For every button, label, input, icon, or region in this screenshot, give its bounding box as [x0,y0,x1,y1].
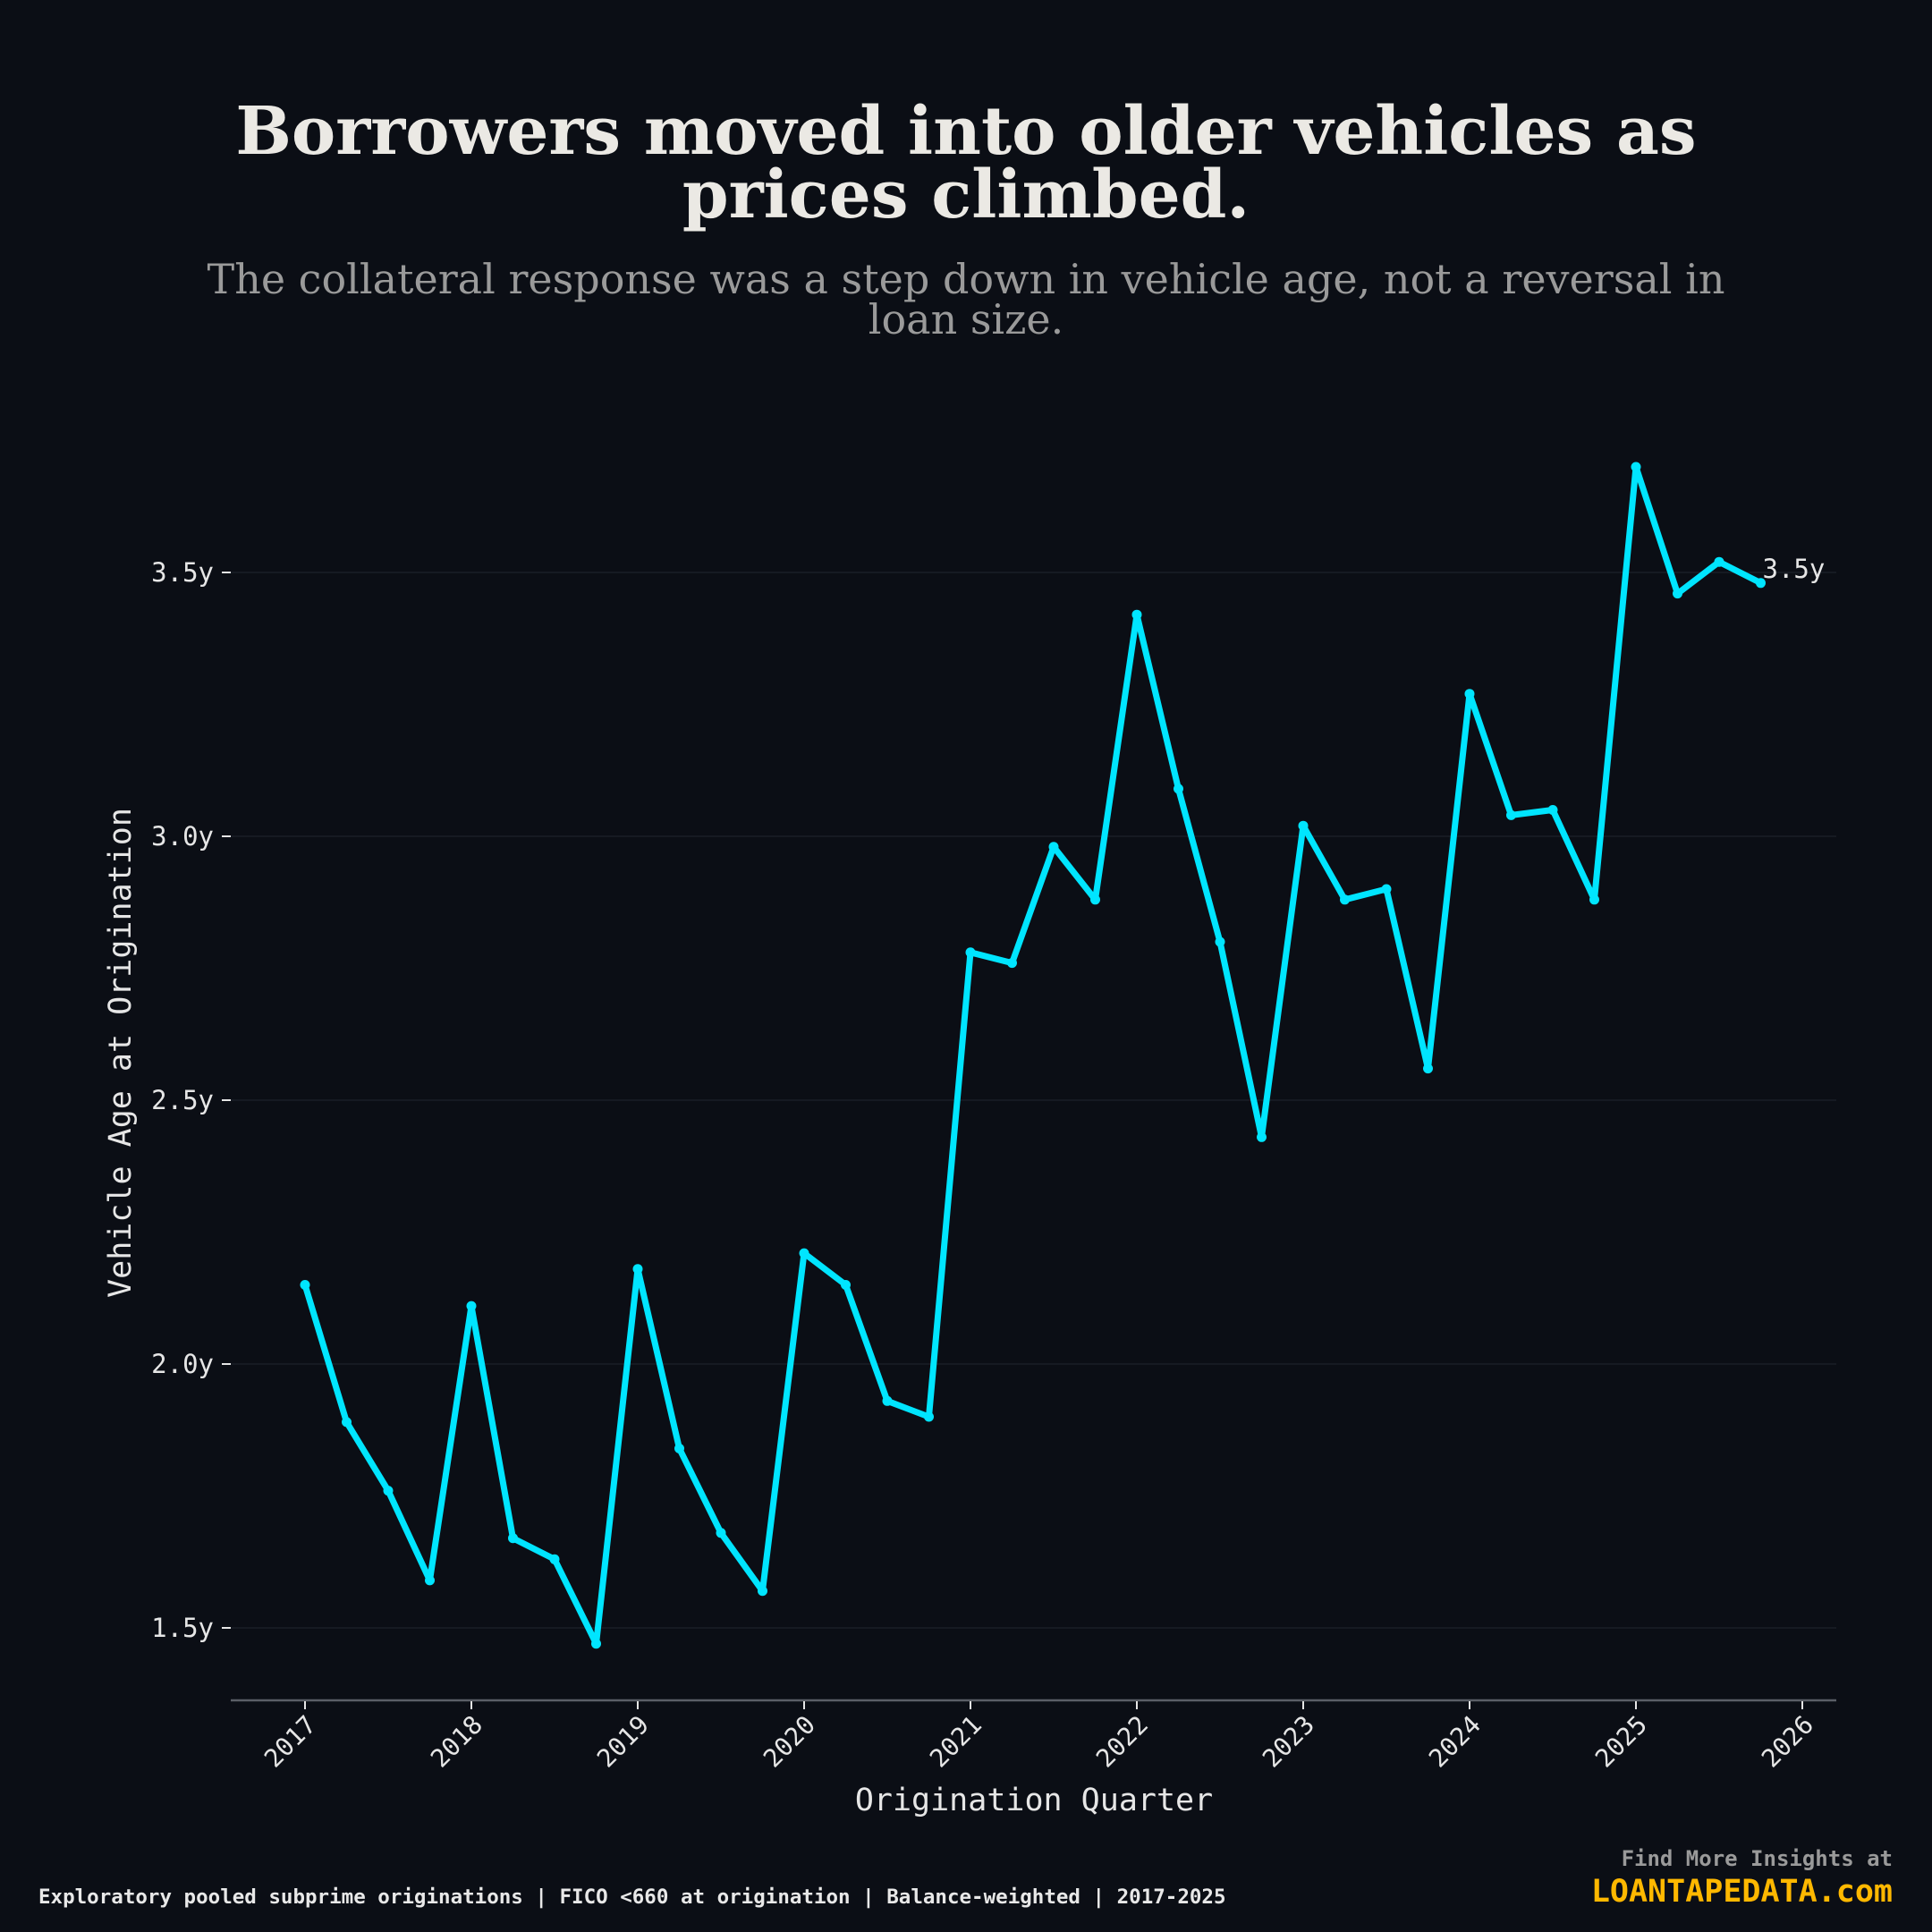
data-point [1547,805,1558,815]
data-point [508,1533,518,1544]
data-point [1340,894,1350,905]
chart-subtitle-line-2: loan size. [868,295,1064,343]
data-point [1381,884,1392,894]
x-tick-label: 2022 [1090,1710,1154,1774]
data-point [1714,556,1724,567]
chart-subtitle: The collateral response was a step down … [0,258,1932,343]
data-point [1007,958,1017,969]
x-tick-label: 2024 [1423,1710,1487,1774]
data-point [1174,784,1183,794]
data-point [1464,689,1475,699]
x-tick-label: 2026 [1756,1710,1819,1774]
x-tick-label: 2025 [1589,1710,1653,1774]
data-point [1589,894,1599,905]
data-point [1756,578,1766,589]
chart-subtitle-line-1: The collateral response was a step down … [207,255,1725,303]
data-point [882,1395,893,1406]
data-point [1048,842,1059,852]
data-point [425,1575,435,1586]
cta-block: Find More Insights at LOANTAPEDATA.com [1591,1845,1893,1911]
y-tick-label: 2.5y [151,1085,214,1115]
y-tick-label: 2.0y [151,1349,214,1379]
data-point-markers [300,462,1766,1649]
data-point [466,1301,477,1311]
data-point [1298,820,1309,831]
data-point [758,1586,767,1597]
x-axis-label: Origination Quarter [855,1783,1213,1818]
data-point [716,1528,726,1538]
x-tick-label: 2017 [258,1710,322,1774]
data-point [300,1280,310,1290]
series-line [301,463,1764,1648]
data-point [674,1443,684,1453]
y-tick-label: 3.0y [151,821,214,852]
y-tick-label: 3.5y [151,557,214,588]
data-point [1215,936,1225,947]
y-axis-label: Vehicle Age at Origination [103,808,139,1298]
x-tick-label: 2021 [924,1710,987,1774]
y-tick-label: 1.5y [151,1613,214,1643]
data-point [1131,609,1142,620]
chart-title-line-1: Borrowers moved into older vehicles as [235,93,1697,170]
x-tick-label: 2023 [1257,1710,1320,1774]
end-value-label: 3.5y [1763,554,1826,584]
data-point [924,1411,934,1422]
chart-title: Borrowers moved into older vehicles as p… [0,98,1932,228]
y-axis: 1.5y 2.0y 2.5y 3.0y 3.5y [151,557,231,1643]
data-point [1090,894,1100,905]
data-point [799,1248,809,1258]
data-point [1423,1063,1433,1074]
gridlines [231,572,1836,1629]
data-point [1506,809,1516,820]
data-point [1257,1131,1267,1142]
data-point [591,1639,601,1649]
chart-title-line-2: prices climbed. [682,157,1250,233]
data-point [1673,589,1682,599]
data-point [1631,462,1641,472]
data-point [549,1554,560,1564]
data-point [841,1280,851,1290]
data-point [342,1417,352,1428]
brand-link[interactable]: LOANTAPEDATA.com [1590,1874,1893,1910]
x-tick-label: 2019 [591,1710,655,1774]
data-point [965,947,976,958]
data-series [300,462,1766,1649]
cta-text: Find More Insights at [1621,1846,1893,1871]
x-axis: 2017 2018 2019 2020 2021 2022 2023 2024 2025 2026 [258,1701,1819,1774]
footer-note: Exploratory pooled subprime originations… [38,1885,1226,1909]
data-point [632,1264,643,1275]
x-tick-label: 2020 [758,1710,821,1774]
data-point [383,1486,394,1496]
x-tick-label: 2018 [425,1710,488,1774]
